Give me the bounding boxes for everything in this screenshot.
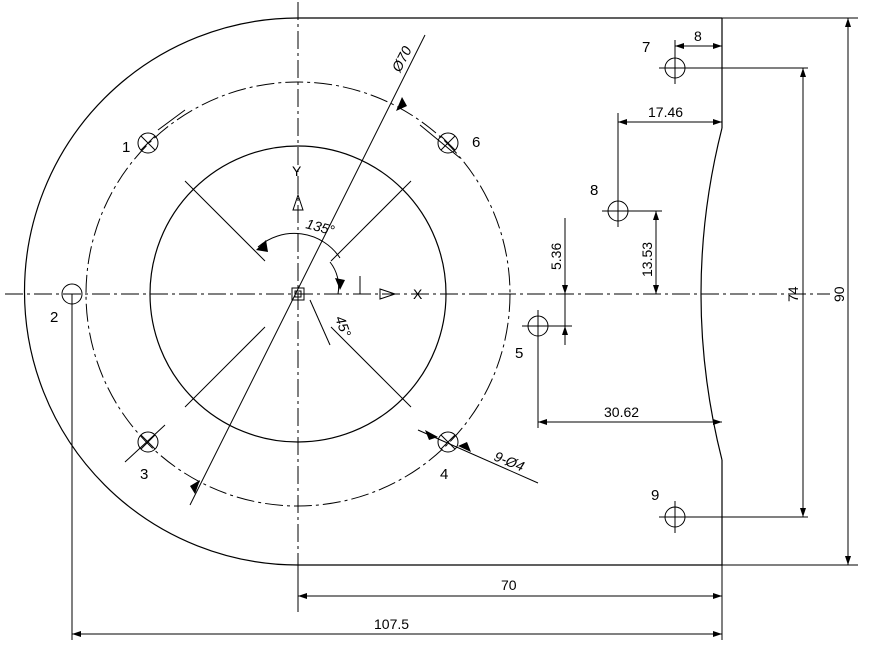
- dim-8-label: 8: [694, 28, 702, 44]
- diameter-arrow-top: [396, 97, 407, 111]
- hole-4: 4: [437, 431, 459, 483]
- angle-135-arrow: [256, 240, 268, 252]
- hole-1-label: 1: [122, 139, 130, 156]
- hole-4-label: 4: [440, 466, 448, 483]
- dim-74: 74: [785, 68, 806, 517]
- dim-17-46: 17.46: [618, 104, 722, 125]
- dim-13-53-label: 13.53: [639, 242, 655, 277]
- hole1-leader: [157, 109, 186, 131]
- dim-70-label: 70: [501, 577, 517, 593]
- holes: 1 2 3 4 5: [50, 39, 808, 640]
- hole-1: 1: [122, 132, 159, 156]
- center-lines: [5, 2, 830, 565]
- dim-90-label: 90: [831, 286, 847, 302]
- diameter-dimension: Ø70: [189, 34, 426, 506]
- diag-centerline-4: [184, 326, 266, 408]
- outer-arc: [23, 17, 299, 566]
- dim-70: 70: [297, 565, 723, 640]
- diameter-label: Ø70: [388, 43, 415, 75]
- angle-45-arrow: [335, 278, 345, 290]
- hole-callout: 9-Ø4: [417, 429, 539, 484]
- hole-callout-leader: [417, 429, 539, 484]
- hole-3-label: 3: [140, 466, 148, 483]
- hole-8: 8: [590, 113, 662, 227]
- hole-7-label: 7: [642, 39, 650, 56]
- dim-90: 90: [722, 17, 858, 566]
- dim-30-62: 30.62: [537, 342, 722, 428]
- dim-17-46-label: 17.46: [648, 104, 683, 120]
- hole-8-label: 8: [590, 182, 598, 199]
- dim-13-53: 13.53: [639, 211, 659, 294]
- hole-2: 2: [50, 283, 83, 640]
- origin-marker: Y X: [291, 163, 423, 302]
- hole-7: 7: [642, 39, 808, 84]
- dim-107-5: 107.5: [72, 616, 722, 637]
- diameter-line: [189, 34, 426, 506]
- hole-3: 3: [137, 431, 159, 483]
- y-axis-arrow: [292, 193, 304, 211]
- dim-5-36-label: 5.36: [548, 243, 564, 270]
- diameter-arrow-bottom: [190, 480, 200, 494]
- dim-74-label: 74: [785, 286, 801, 302]
- hole-9: 9: [651, 487, 808, 533]
- diag-centerline-3: [330, 180, 412, 262]
- angle-135-arc: [257, 232, 341, 259]
- dim-30-62-label: 30.62: [604, 404, 639, 420]
- part-outline: [23, 17, 723, 566]
- y-axis-label: Y: [292, 163, 302, 179]
- hole-6: 6: [437, 132, 480, 154]
- x-axis-arrow: [379, 288, 397, 300]
- hole6-leader: [419, 124, 461, 159]
- hole-5-label: 5: [515, 345, 523, 362]
- hole-6-label: 6: [472, 134, 480, 151]
- dim-107-5-label: 107.5: [374, 616, 409, 632]
- angle-dimensions: 135° 45°: [256, 215, 361, 346]
- hole-9-label: 9: [651, 487, 659, 504]
- angle-135-label: 135°: [304, 215, 336, 238]
- hole3-leader: [124, 424, 166, 463]
- diag-centerline-1: [184, 180, 266, 262]
- angle-45-extension: [309, 299, 331, 346]
- hole-2-label: 2: [50, 309, 58, 326]
- hole-5: 5: [515, 310, 554, 362]
- diag-centerline-2: [330, 326, 412, 408]
- angle-45-arc: [329, 261, 340, 295]
- x-axis-label: X: [413, 286, 423, 302]
- angle-45-label: 45°: [332, 314, 354, 340]
- dim-5-36: 5.36: [545, 218, 572, 345]
- dim-8: 8: [674, 18, 723, 55]
